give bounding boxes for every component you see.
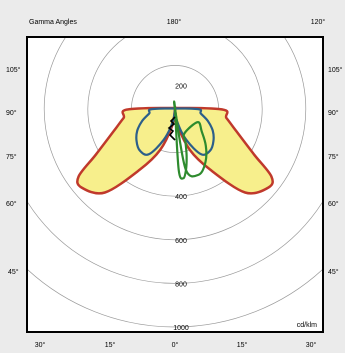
grid-ring-400: [87, 38, 263, 197]
angle-label-bottom-30-right: 30°: [306, 341, 317, 349]
radial-tick-label-600: 600: [175, 238, 187, 245]
grid-ring-600: [43, 38, 307, 241]
series-curve-black: [167, 116, 176, 141]
angle-label-bottom-15-left: 15°: [105, 341, 116, 349]
angle-label-right-105: 105°: [328, 66, 343, 74]
angle-label-left-60: 60°: [6, 200, 17, 208]
radial-tick-label-1000: 1000: [173, 325, 189, 332]
grid-ring-1000: [28, 269, 322, 328]
angle-label-left-75: 75°: [6, 153, 17, 161]
series-layer: [76, 100, 274, 195]
plot-area: [26, 36, 324, 333]
radial-tick-label-400: 400: [175, 194, 187, 201]
series-curve-1: [135, 106, 215, 156]
series-curve-0: [76, 105, 274, 195]
angle-label-bottom-30-left: 30°: [35, 341, 46, 349]
grid-ring-800: [28, 202, 322, 284]
angle-label-right-90: 90°: [328, 109, 339, 117]
angle-label-left-90: 90°: [6, 109, 17, 117]
chart-title: Gamma Angles: [29, 19, 77, 26]
radial-tick-label-800: 800: [175, 281, 187, 288]
radial-tick-label-200: 200: [175, 83, 187, 90]
angle-label-bottom-15-right: 15°: [237, 341, 248, 349]
angle-label-left-45: 45°: [8, 268, 19, 276]
angle-label-top-180: 180°: [167, 18, 182, 26]
angle-label-right-45: 45°: [328, 268, 339, 276]
unit-label: cd/klm: [297, 322, 317, 329]
angle-label-right-75: 75°: [328, 153, 339, 161]
angle-label-left-105: 105°: [6, 66, 21, 74]
angle-label-right-60: 60°: [328, 200, 339, 208]
angle-label-top-120: 120°: [311, 18, 326, 26]
series-curve-2: [172, 100, 208, 180]
angle-label-bottom-0: 0°: [172, 341, 179, 349]
radial-tick-labels: 200 400 600 800 1000: [173, 83, 189, 332]
